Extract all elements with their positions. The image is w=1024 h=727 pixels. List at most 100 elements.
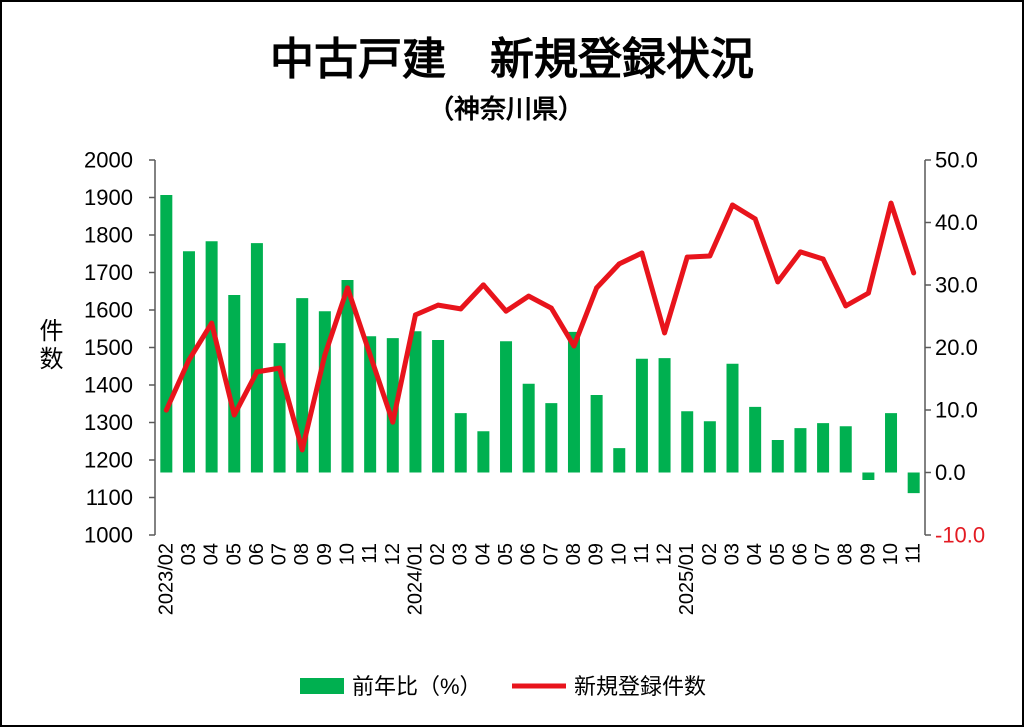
x-axis-tick-label: 2025/01: [676, 543, 698, 615]
bar: [862, 472, 875, 480]
x-axis-tick-label: 11: [359, 543, 381, 564]
line-point: [209, 320, 215, 326]
y-axis-left-tick-label: 1200: [84, 448, 133, 473]
x-axis-tick-label: 07: [812, 543, 834, 565]
y-axis-left-tick-label: 1000: [84, 523, 133, 548]
y-axis-right-tick-label: 10.0: [935, 398, 978, 423]
x-axis-tick-label: 03: [722, 543, 744, 565]
legend-bar-swatch: [300, 678, 344, 694]
line-point: [390, 419, 396, 425]
line-point: [798, 249, 803, 255]
x-axis-tick-label: 10: [608, 543, 630, 565]
line-point: [752, 216, 758, 222]
bar: [726, 363, 739, 473]
line-point: [548, 305, 554, 311]
bar: [658, 358, 671, 473]
line-point: [435, 302, 441, 308]
line-point: [526, 293, 532, 299]
x-axis-tick-label: 12: [654, 543, 676, 565]
y-axis-right-tick-label: 40.0: [935, 210, 978, 235]
line-point: [186, 357, 192, 363]
line-point: [616, 261, 622, 267]
x-axis-tick-label: 09: [586, 543, 608, 565]
line-point: [594, 285, 600, 291]
line-point: [911, 270, 917, 276]
x-axis-tick-label: 02: [427, 543, 449, 565]
line-point: [820, 256, 826, 262]
x-axis-tick-label: 05: [223, 543, 245, 565]
bar: [907, 472, 920, 494]
x-axis-tick-label: 06: [246, 543, 268, 565]
bar: [386, 338, 399, 473]
bar: [771, 440, 784, 473]
x-axis-tick-label: 06: [518, 543, 540, 565]
line-point: [413, 312, 418, 318]
bar: [228, 295, 241, 473]
line-point: [684, 254, 690, 260]
bar: [454, 413, 467, 473]
y-axis-left-tick-label: 1400: [84, 373, 133, 398]
y-axis-right-tick-label: 30.0: [935, 273, 978, 298]
x-axis-tick-label: 04: [472, 543, 494, 565]
line-point: [480, 282, 486, 288]
x-axis-tick-label: 08: [835, 543, 857, 565]
bar: [160, 195, 173, 473]
bar: [250, 243, 263, 473]
y-axis-left-tick-label: 1700: [84, 260, 133, 285]
bar: [205, 241, 218, 473]
line-point: [345, 285, 350, 291]
legend-bar-label: 前年比（%）: [352, 674, 482, 699]
bar: [749, 406, 762, 473]
line-point: [865, 290, 871, 296]
x-axis-tick-label: 04: [201, 543, 223, 565]
x-axis-tick-label: 12: [382, 543, 404, 565]
line-point: [707, 253, 713, 259]
x-axis-tick-label: 03: [450, 543, 472, 565]
bar: [635, 358, 648, 473]
bar: [409, 331, 422, 473]
y-axis-left-tick-label: 1800: [84, 223, 133, 248]
y-axis-left-tick-label: 1600: [84, 298, 133, 323]
line-point: [277, 365, 282, 371]
x-axis-tick-label: 10: [880, 543, 902, 565]
x-axis-tick-label: 07: [269, 543, 291, 565]
line-point: [322, 352, 328, 358]
line-point: [571, 343, 577, 349]
bar: [817, 423, 830, 473]
bar: [839, 426, 852, 473]
x-axis-tick-label: 09: [314, 543, 336, 565]
x-axis-tick-label: 11: [903, 543, 925, 564]
y-axis-right-tick-label: 20.0: [935, 335, 978, 360]
line-series-group: [163, 200, 917, 453]
bar: [613, 448, 626, 473]
x-axis-tick-label: 10: [337, 543, 359, 565]
bar: [703, 421, 716, 473]
y-axis-right-tick-label: 0.0: [935, 460, 966, 485]
bar: [522, 383, 535, 473]
bar: [567, 331, 580, 473]
line-point: [299, 447, 305, 453]
line-point: [775, 279, 781, 285]
legend: 前年比（%） 新規登録件数: [300, 674, 706, 699]
bar: [545, 403, 558, 473]
bar: [500, 341, 513, 473]
x-axis-tick-label: 08: [291, 543, 313, 565]
y-axis-label: 件数: [35, 318, 62, 374]
x-axis-tick-label: 03: [178, 543, 200, 565]
x-axis-tick-label: 07: [540, 543, 562, 565]
bar: [885, 413, 898, 473]
x-axis-tick-label: 08: [563, 543, 585, 565]
bar: [590, 395, 603, 473]
line-point: [254, 369, 260, 375]
line-point: [639, 250, 645, 256]
y-axis-left-tick-label: 1300: [84, 410, 133, 435]
y-axis-left-tick-label: 1500: [84, 335, 133, 360]
line-point: [163, 407, 169, 413]
chart-title: 中古戸建 新規登録状況: [270, 35, 754, 84]
x-axis-tick-label: 09: [857, 543, 879, 565]
x-axis-tick-label: 04: [744, 543, 766, 565]
legend-line-label: 新規登録件数: [574, 674, 706, 699]
y-axis-left-tick-label: 1100: [86, 485, 133, 510]
